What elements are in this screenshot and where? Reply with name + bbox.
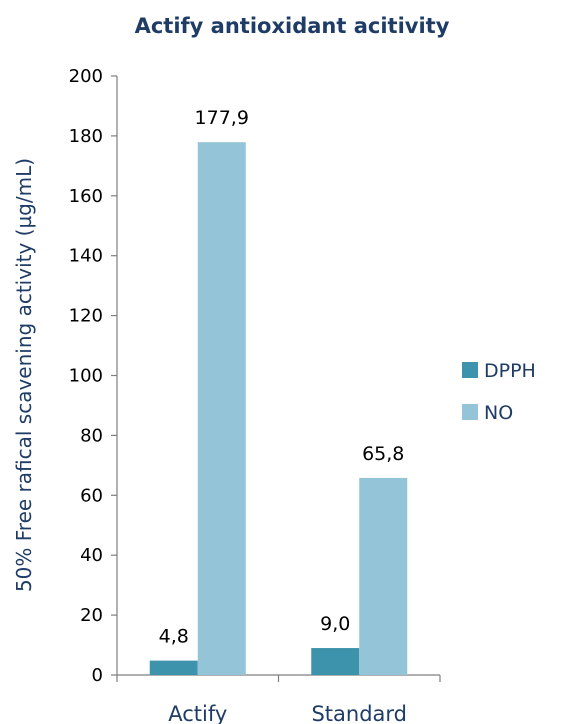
y-tick-label: 140 <box>69 246 103 267</box>
legend-label: NO <box>484 402 513 424</box>
y-tick-label: 200 <box>69 66 103 87</box>
data-label: 65,8 <box>362 443 404 465</box>
legend: DPPH NO <box>462 360 536 424</box>
y-tick-label: 80 <box>80 425 103 446</box>
data-labels: 4,8 9,0 177,9 65,8 <box>159 107 405 647</box>
y-tick-label: 60 <box>80 485 103 506</box>
bar-dpph-actify <box>149 660 198 675</box>
bar-no-standard <box>359 477 408 675</box>
bars <box>149 142 408 675</box>
x-category-label: Actify <box>168 702 227 724</box>
legend-swatch <box>462 404 478 420</box>
data-label: 9,0 <box>320 613 350 635</box>
y-tick-label: 120 <box>69 306 103 327</box>
y-tick-label: 20 <box>80 605 103 626</box>
legend-swatch <box>462 362 478 378</box>
data-label: 4,8 <box>159 626 189 648</box>
legend-label: DPPH <box>484 360 536 382</box>
bar-dpph-standard <box>311 648 360 675</box>
data-label: 177,9 <box>195 107 249 129</box>
chart-title: Actify antioxidant acitivity <box>135 14 450 38</box>
x-axis-ticks: Actify Standard <box>116 675 441 724</box>
y-tick-label: 40 <box>80 545 103 566</box>
y-axis-ticks: 0 20 40 60 80 100 120 140 160 180 200 <box>69 66 117 686</box>
y-tick-label: 0 <box>92 665 103 686</box>
x-category-label: Standard <box>311 702 407 724</box>
y-tick-label: 100 <box>69 366 103 387</box>
y-tick-label: 180 <box>69 126 103 147</box>
y-axis-label: 50% Free rafical scavening activity (µg/… <box>12 158 36 592</box>
bar-no-actify <box>197 142 246 675</box>
y-tick-label: 160 <box>69 186 103 207</box>
